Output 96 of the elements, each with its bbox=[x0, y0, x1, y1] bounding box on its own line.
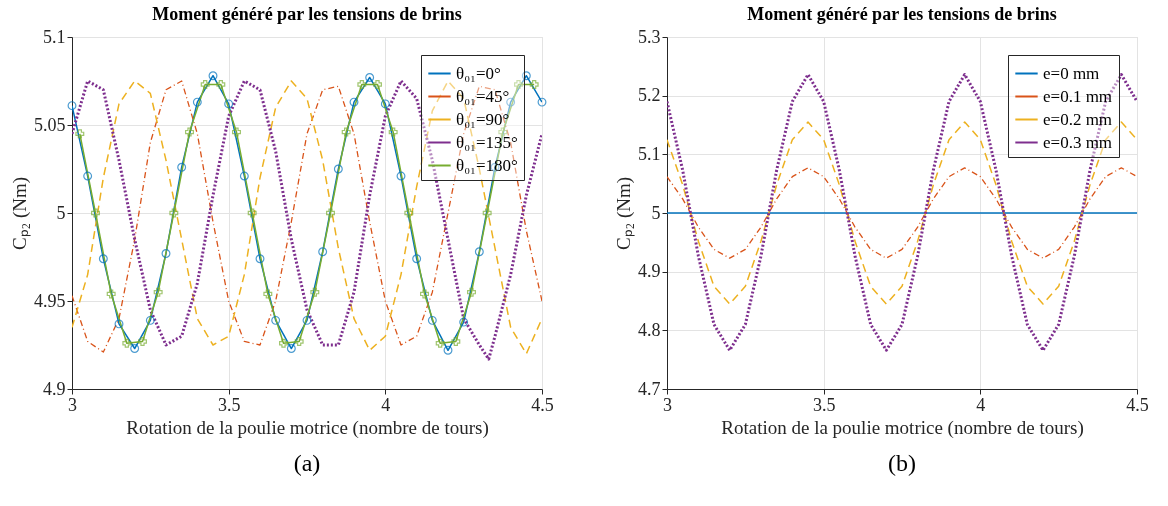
point bbox=[67, 101, 77, 111]
line-series bbox=[667, 167, 1137, 259]
point bbox=[247, 208, 257, 218]
y-tick-label: 5.2 bbox=[638, 85, 661, 106]
point bbox=[286, 344, 296, 353]
point bbox=[529, 80, 539, 89]
point bbox=[380, 99, 390, 109]
point bbox=[177, 162, 187, 172]
point bbox=[326, 208, 335, 218]
point bbox=[161, 249, 171, 258]
point bbox=[302, 315, 312, 325]
point bbox=[114, 319, 124, 329]
y-tick-label: 5 bbox=[56, 202, 66, 223]
chart-title: Moment généré par les tensions de brins bbox=[747, 4, 1057, 24]
x-tick-label: 3.5 bbox=[812, 394, 836, 415]
y-tick-label: 4.8 bbox=[638, 319, 661, 340]
point bbox=[420, 289, 429, 299]
y-tick-label: 4.7 bbox=[638, 378, 661, 399]
point bbox=[333, 164, 343, 174]
point bbox=[365, 73, 375, 82]
point bbox=[467, 287, 476, 297]
y-tick-label: 4.9 bbox=[43, 378, 66, 399]
point bbox=[373, 80, 382, 89]
point bbox=[474, 247, 484, 257]
point bbox=[130, 344, 140, 353]
legend-label: e=0 mm bbox=[1043, 63, 1100, 83]
point bbox=[255, 254, 265, 264]
legend-label: θ₀₁=90° bbox=[456, 109, 510, 129]
point bbox=[106, 289, 116, 299]
point bbox=[208, 71, 218, 81]
x-tick-label: 3.5 bbox=[217, 394, 241, 415]
point bbox=[521, 71, 531, 81]
y-axis-title: Cₚ₂ (Nm) bbox=[9, 176, 31, 251]
point bbox=[459, 317, 469, 327]
legend-label: θ₀₁=0° bbox=[456, 63, 501, 83]
point bbox=[443, 345, 453, 355]
text: (a) bbox=[293, 450, 321, 476]
point bbox=[537, 97, 547, 107]
point bbox=[427, 315, 437, 325]
legend-label: e=0.3 mm bbox=[1043, 132, 1113, 152]
point bbox=[91, 208, 100, 218]
point bbox=[404, 208, 414, 218]
point bbox=[318, 247, 328, 257]
point bbox=[349, 97, 359, 107]
y-tick-label: 5.1 bbox=[43, 26, 66, 47]
point bbox=[122, 338, 132, 348]
legend-label: θ₀₁=45° bbox=[456, 86, 510, 106]
point bbox=[310, 287, 320, 297]
point bbox=[357, 80, 367, 89]
y-axis-title: Cₚ₂ (Nm) bbox=[613, 176, 635, 251]
point bbox=[138, 337, 147, 346]
point bbox=[341, 127, 351, 137]
x-tick-label: 4.5 bbox=[1126, 394, 1149, 415]
legend-label: e=0.1 mm bbox=[1043, 86, 1113, 106]
point bbox=[145, 315, 155, 325]
point bbox=[294, 337, 304, 346]
point bbox=[216, 80, 226, 89]
point bbox=[83, 171, 93, 181]
point bbox=[200, 80, 210, 89]
y-tick-label: 5.05 bbox=[34, 114, 66, 135]
x-tick-label: 4.5 bbox=[531, 394, 554, 415]
point bbox=[185, 127, 194, 137]
point bbox=[192, 97, 202, 107]
point bbox=[514, 80, 523, 89]
text: (b) bbox=[888, 450, 916, 476]
x-tick-label: 3 bbox=[663, 394, 672, 415]
point bbox=[271, 315, 281, 325]
point bbox=[232, 127, 241, 137]
y-tick-label: 5.1 bbox=[638, 143, 661, 164]
point bbox=[279, 338, 288, 348]
point bbox=[482, 208, 492, 218]
x-tick-label: 3 bbox=[68, 394, 77, 415]
legend-label: θ₀₁=180° bbox=[456, 155, 518, 175]
chart-title: Moment généré par les tensions de brins bbox=[152, 4, 462, 24]
y-tick-label: 5.3 bbox=[638, 26, 661, 47]
point bbox=[412, 254, 422, 264]
point bbox=[98, 254, 108, 264]
x-axis-title: Rotation de la poulie motrice (nombre de tours) bbox=[126, 416, 489, 439]
x-axis-title: Rotation de la poulie motrice (nombre de tours) bbox=[721, 416, 1084, 439]
y-tick-label: 4.95 bbox=[34, 290, 66, 311]
point bbox=[263, 289, 273, 299]
point bbox=[239, 171, 249, 181]
point bbox=[169, 208, 179, 218]
point bbox=[451, 337, 461, 346]
y-tick-label: 4.9 bbox=[638, 261, 661, 282]
y-tick-label: 5 bbox=[651, 202, 661, 223]
point bbox=[388, 127, 398, 137]
point bbox=[75, 129, 85, 139]
point bbox=[396, 171, 406, 181]
x-tick-label: 4 bbox=[976, 394, 986, 415]
legend-label: θ₀₁=135° bbox=[456, 132, 518, 152]
legend-label: e=0.2 mm bbox=[1043, 109, 1113, 129]
point bbox=[435, 338, 445, 348]
x-tick-label: 4 bbox=[381, 394, 391, 415]
point bbox=[153, 287, 163, 297]
point bbox=[224, 99, 234, 109]
